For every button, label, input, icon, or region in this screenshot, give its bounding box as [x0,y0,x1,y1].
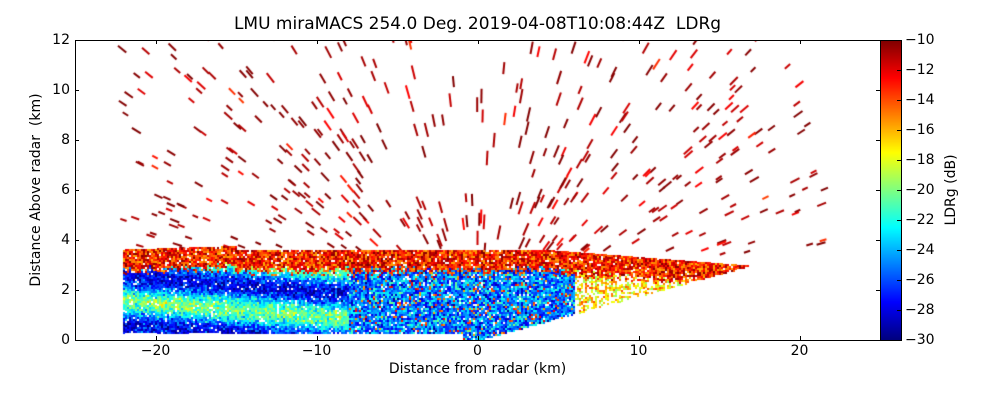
x-tick-mark [156,336,157,340]
colorbar-tick-mark [897,310,901,311]
x-tick-mark [800,336,801,340]
y-tick-mark [75,190,79,191]
x-tick-mark [317,40,318,44]
x-tick-mark [800,40,801,44]
x-tick-mark [478,40,479,44]
colorbar-tick-label: −30 [905,332,935,348]
x-tick-mark [317,336,318,340]
y-tick-mark [75,140,79,141]
x-tick-label: 0 [473,343,482,359]
plot-area [75,40,880,340]
x-tick-mark [639,40,640,44]
colorbar-tick-mark [897,70,901,71]
y-tick-mark [876,140,880,141]
colorbar-label: LDRg (dB) [943,154,959,226]
x-tick-label: 10 [629,343,648,359]
colorbar [880,40,901,340]
colorbar-tick-label: −28 [905,302,935,318]
y-tick-mark [876,40,880,41]
x-tick-mark [478,336,479,340]
y-tick-mark [876,190,880,191]
y-tick-label: 8 [61,132,70,148]
x-tick-label: 20 [790,343,809,359]
colorbar-tick-label: −10 [905,32,935,48]
y-tick-mark [75,340,79,341]
y-tick-label: 12 [52,32,70,48]
colorbar-tick-label: −14 [905,92,935,108]
y-tick-label: 0 [61,332,70,348]
x-axis-label: Distance from radar (km) [388,361,567,377]
colorbar-tick-mark [897,280,901,281]
colorbar-tick-mark [897,190,901,191]
colorbar-tick-mark [897,160,901,161]
colorbar-tick-label: −20 [905,182,935,198]
y-tick-mark [75,290,79,291]
x-tick-label: −10 [301,343,332,359]
y-axis-label: Distance Above radar (km) [28,93,44,287]
colorbar-tick-mark [897,100,901,101]
colorbar-tick-mark [897,340,901,341]
y-tick-mark [876,290,880,291]
x-tick-label: −20 [140,343,171,359]
colorbar-tick-label: −26 [905,272,935,288]
colorbar-tick-label: −24 [905,242,935,258]
y-tick-mark [75,240,79,241]
y-tick-label: 6 [61,182,70,198]
y-tick-label: 2 [61,282,70,298]
colorbar-tick-mark [897,220,901,221]
y-tick-mark [876,90,880,91]
y-tick-mark [876,340,880,341]
colorbar-tick-label: −22 [905,212,935,228]
colorbar-tick-mark [897,40,901,41]
colorbar-tick-label: −16 [905,122,935,138]
chart-title: LMU miraMACS 254.0 Deg. 2019-04-08T10:08… [233,14,722,34]
colorbar-tick-label: −18 [905,152,935,168]
colorbar-tick-mark [897,250,901,251]
y-tick-label: 4 [61,232,70,248]
y-tick-mark [75,90,79,91]
y-tick-label: 10 [52,82,70,98]
colorbar-tick-label: −12 [905,62,935,78]
x-tick-mark [156,40,157,44]
y-tick-mark [75,40,79,41]
colorbar-tick-mark [897,130,901,131]
y-tick-mark [876,240,880,241]
x-tick-mark [639,336,640,340]
